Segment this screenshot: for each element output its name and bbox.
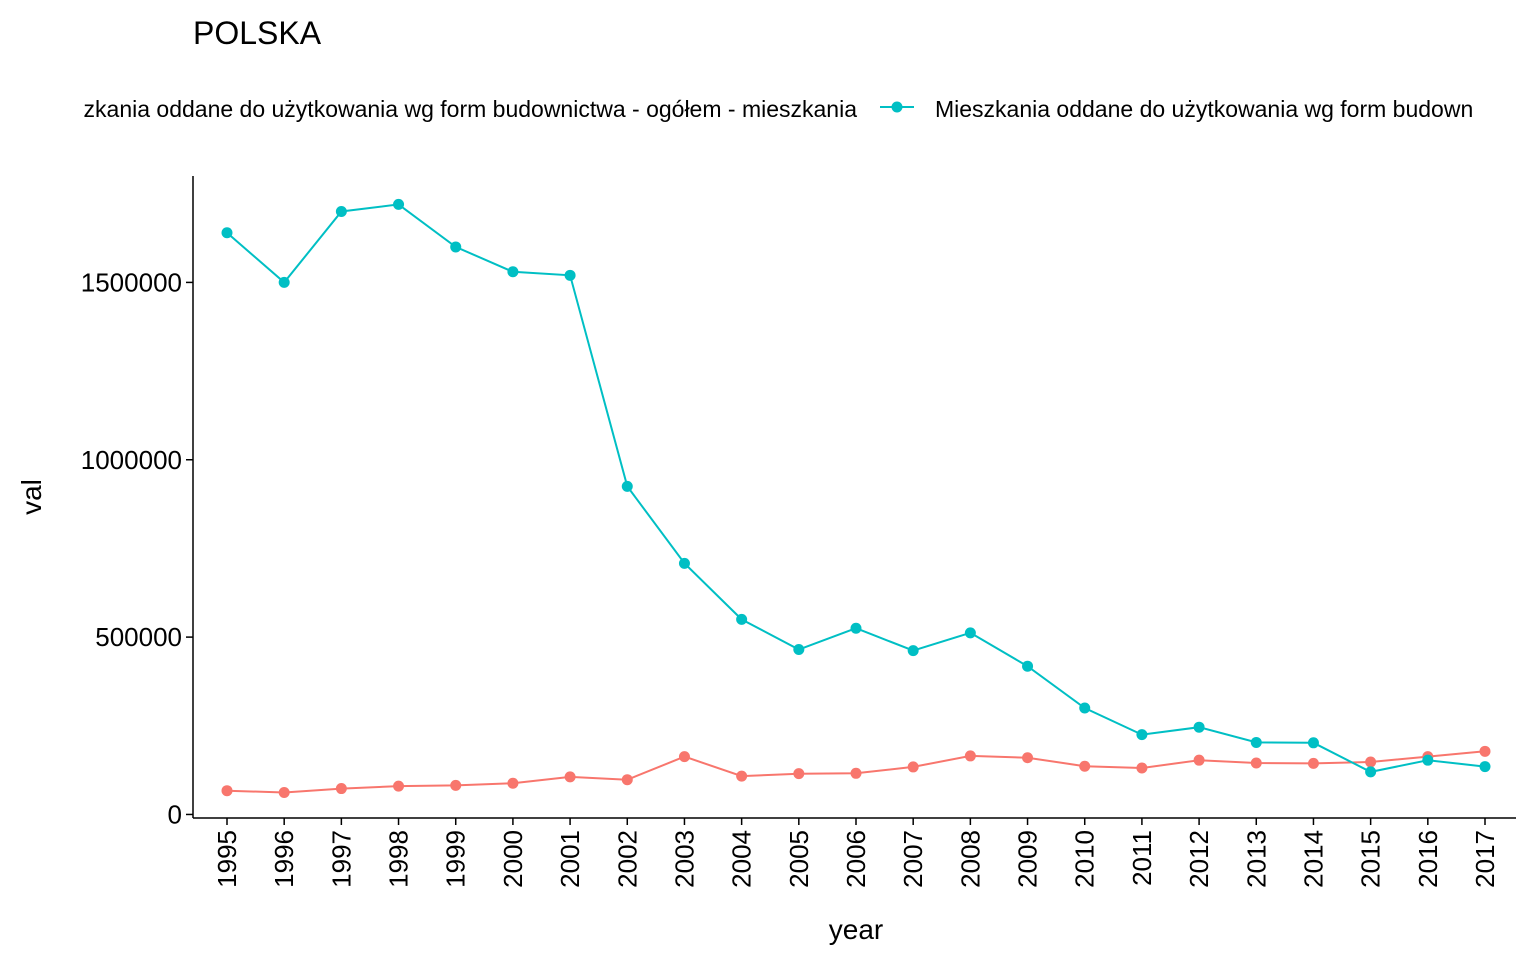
series-2-point xyxy=(221,227,233,239)
series-2 xyxy=(221,198,1491,778)
legend-entry-series-2: Mieszkania oddane do użytkowania wg form… xyxy=(880,96,1473,122)
series-2-point xyxy=(793,644,805,656)
series-2-point xyxy=(1365,766,1377,778)
series-1-point xyxy=(1307,757,1319,769)
x-tick-label: 2007 xyxy=(898,830,928,888)
series-2-point xyxy=(850,622,862,634)
series-1-point xyxy=(1193,754,1205,766)
x-tick-label: 2017 xyxy=(1470,830,1500,888)
series-2-point xyxy=(1422,754,1434,766)
series-1-point xyxy=(564,771,576,783)
series-1-point xyxy=(1022,752,1034,764)
series-1-point xyxy=(621,774,633,786)
x-tick-label: 2003 xyxy=(669,830,699,888)
legend-key-point-series-2 xyxy=(891,101,903,113)
series-1-point xyxy=(850,767,862,779)
series-2-line xyxy=(226,203,1486,773)
series-2-point xyxy=(1022,660,1034,672)
series-1-point xyxy=(678,751,690,763)
series-2-point xyxy=(450,241,462,253)
x-tick-label: 2013 xyxy=(1241,830,1271,888)
x-tick-label: 2002 xyxy=(612,830,642,888)
series-1-point xyxy=(507,777,519,789)
x-tick-label: 2012 xyxy=(1184,830,1214,888)
x-tick-label: 2014 xyxy=(1298,830,1328,888)
y-tick-label: 1500000 xyxy=(81,267,182,297)
series-2-point xyxy=(278,276,290,288)
series-2-point xyxy=(507,266,519,278)
x-axis-ticks: 1995 1996 1997 1998 1999 2000 2001 2002 2003 2004… xyxy=(212,818,1500,888)
y-axis-title: val xyxy=(16,479,47,515)
x-axis-title: year xyxy=(829,914,883,945)
series-layer xyxy=(221,198,1491,798)
x-tick-label: 2016 xyxy=(1413,830,1443,888)
series-2-point xyxy=(1193,721,1205,733)
series-1-point xyxy=(278,786,290,798)
series-2-point xyxy=(393,198,405,210)
series-2-point xyxy=(907,645,919,657)
x-tick-label: 2009 xyxy=(1013,830,1043,888)
x-tick-label: 2004 xyxy=(727,830,757,888)
series-1-point xyxy=(1079,760,1091,772)
series-2-point xyxy=(335,205,347,217)
x-tick-label: 1998 xyxy=(384,830,414,888)
x-tick-label: 2010 xyxy=(1070,830,1100,888)
series-2-point xyxy=(1250,736,1262,748)
y-tick-label: 0 xyxy=(168,799,182,829)
legend-label-series-2: Mieszkania oddane do użytkowania wg form… xyxy=(935,96,1473,122)
series-1-point xyxy=(1365,756,1377,768)
chart-title: POLSKA xyxy=(193,15,322,51)
legend-label-series-1: zkania oddane do użytkowania wg form bud… xyxy=(84,96,858,122)
series-1-point xyxy=(335,783,347,795)
x-tick-label: 2001 xyxy=(555,830,585,888)
series-2-point xyxy=(621,480,633,492)
series-1-point xyxy=(736,770,748,782)
x-tick-label: 1996 xyxy=(269,830,299,888)
x-tick-label: 2011 xyxy=(1127,830,1157,886)
legend: zkania oddane do użytkowania wg form bud… xyxy=(84,96,1474,122)
x-tick-label: 1995 xyxy=(212,830,242,888)
y-tick-label: 500000 xyxy=(95,622,182,652)
series-1-point xyxy=(450,779,462,791)
y-tick-label: 1000000 xyxy=(81,445,182,475)
series-2-point xyxy=(564,269,576,281)
x-tick-label: 1999 xyxy=(441,830,471,888)
series-2-point xyxy=(1136,729,1148,741)
y-axis-ticks: 0 500000 1000000 1500000 xyxy=(81,267,193,829)
series-2-point xyxy=(964,627,976,639)
legend-entry-series-1: zkania oddane do użytkowania wg form bud… xyxy=(84,96,858,122)
x-tick-label: 2000 xyxy=(498,830,528,888)
series-2-point xyxy=(1307,737,1319,749)
x-tick-label: 2006 xyxy=(841,830,871,888)
series-1-point xyxy=(221,785,233,797)
series-2-point xyxy=(1479,761,1491,773)
x-tick-label: 2015 xyxy=(1356,830,1386,888)
series-1 xyxy=(221,745,1491,798)
series-1-point xyxy=(1136,762,1148,774)
series-1-point xyxy=(793,768,805,780)
series-1-point xyxy=(1250,757,1262,769)
series-1-point xyxy=(964,750,976,762)
series-2-point xyxy=(1079,702,1091,714)
x-tick-label: 2008 xyxy=(955,830,985,888)
series-2-point xyxy=(678,557,690,569)
x-tick-label: 1997 xyxy=(326,830,356,888)
series-1-point xyxy=(907,761,919,773)
series-1-point xyxy=(1479,745,1491,757)
x-tick-label: 2005 xyxy=(784,830,814,888)
series-1-point xyxy=(393,780,405,792)
series-2-point xyxy=(736,613,748,625)
